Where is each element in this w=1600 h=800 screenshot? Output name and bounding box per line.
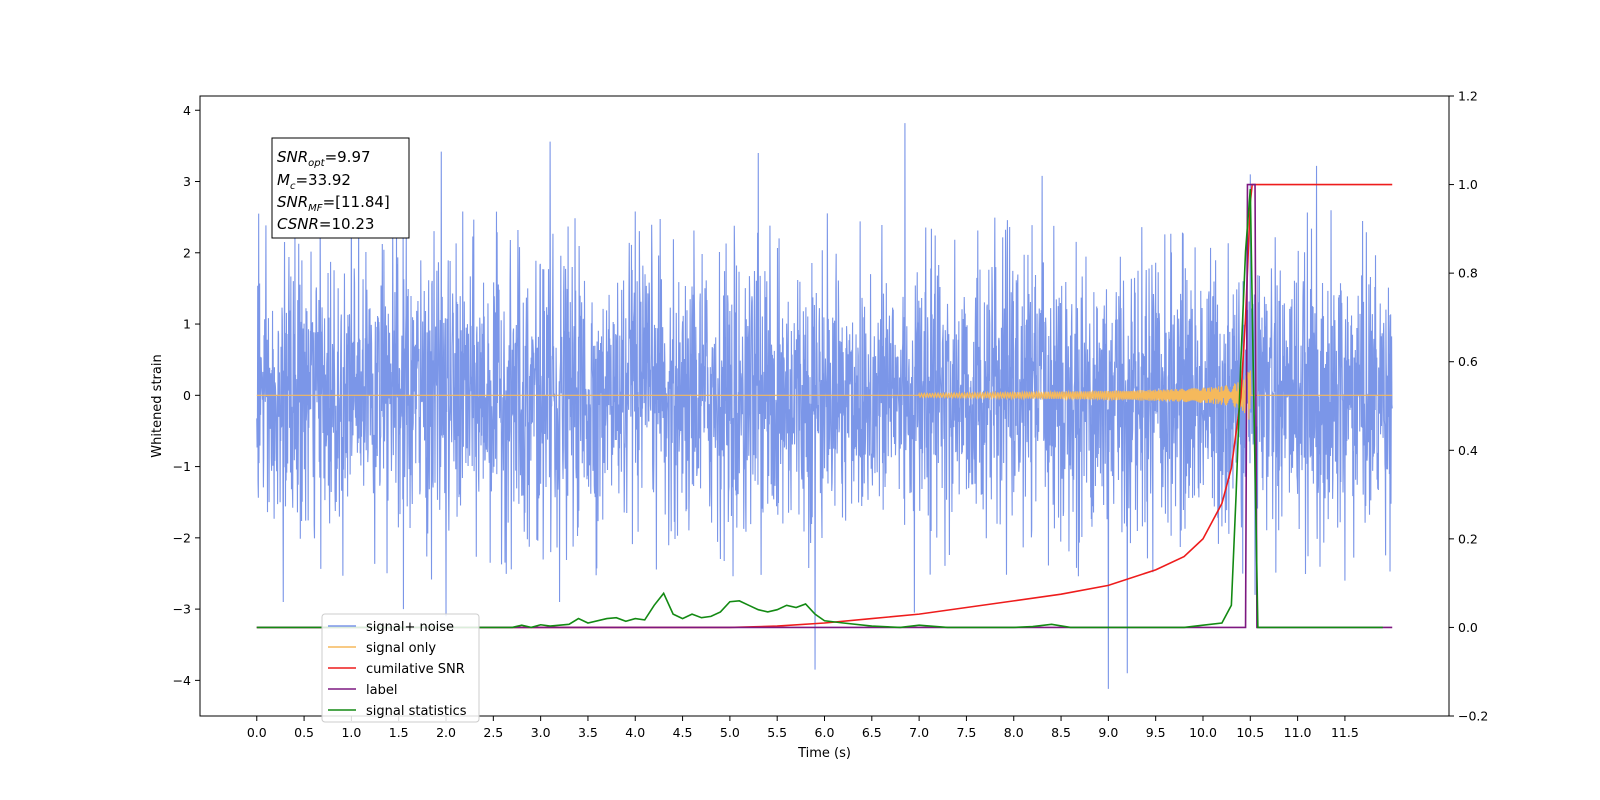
signal-statistics-line — [256, 188, 1383, 629]
y2-tick-label: 0.8 — [1458, 266, 1478, 281]
y-tick-label: 0 — [183, 388, 191, 403]
legend-item-cumilative-snr: cumilative SNR — [328, 662, 465, 677]
x-tick-label: 11.0 — [1284, 725, 1312, 740]
series-signal-noise — [256, 123, 1393, 689]
x-tick-label: 7.5 — [956, 725, 976, 740]
legend: signal+ noise signal only cumilative SNR… — [321, 613, 480, 723]
stats-line-csnr: CSNR=10.23 — [277, 215, 374, 233]
y-tick-label: −1 — [173, 459, 191, 474]
svg-text:signal statistics: signal statistics — [366, 704, 467, 719]
y-tick-label: −2 — [173, 530, 191, 545]
x-axis-label: Time (s) — [797, 746, 851, 761]
signal-only-line — [256, 370, 1393, 420]
x-tick-label: 7.0 — [909, 725, 929, 740]
y2-tick-label: 0.2 — [1458, 531, 1478, 546]
x-tick-label: 1.5 — [389, 725, 409, 740]
x-tick-label: 4.0 — [625, 725, 645, 740]
legend-item-signal-statistics: signal statistics — [328, 704, 467, 719]
series-signal-statistics — [256, 188, 1383, 629]
legend-item-label: label — [328, 683, 397, 698]
x-tick-label: 3.0 — [531, 725, 551, 740]
x-tick-label: 6.5 — [862, 725, 882, 740]
y-axis-label: Whitened strain — [150, 354, 165, 457]
x-tick-label: 10.5 — [1236, 725, 1264, 740]
stats-line-snr-opt: SNRopt=9.97 — [277, 148, 371, 169]
svg-text:cumilative SNR: cumilative SNR — [366, 662, 465, 677]
x-tick-label: 5.5 — [767, 725, 787, 740]
series-signal-only — [256, 370, 1393, 420]
svg-text:signal+ noise: signal+ noise — [366, 620, 454, 635]
x-tick-label: 8.0 — [1004, 725, 1024, 740]
y-tick-label: −4 — [173, 673, 191, 688]
x-tick-label: 1.0 — [341, 725, 361, 740]
signal-noise-line — [256, 123, 1393, 689]
y-tick-label: 2 — [183, 245, 191, 260]
x-tick-label: 10.0 — [1189, 725, 1217, 740]
stats-line-mc: Mc=33.92 — [277, 171, 351, 192]
x-tick-label: 3.5 — [578, 725, 598, 740]
x-tick-label: 2.5 — [483, 725, 503, 740]
y2-tick-label: 0.4 — [1458, 443, 1478, 458]
y2-tick-label: −0.2 — [1458, 709, 1488, 724]
right-y-axis-ticks: −0.2 0.0 0.2 0.4 0.6 0.8 1.0 1.2 — [1449, 89, 1488, 724]
svg-text:label: label — [366, 683, 397, 698]
stats-box: SNRopt=9.97 Mc=33.92 SNRMF=[11.84] CSNR=… — [271, 137, 410, 239]
x-tick-label: 4.5 — [673, 725, 693, 740]
legend-item-signal-noise: signal+ noise — [328, 620, 454, 635]
y-tick-label: 3 — [183, 174, 191, 189]
x-tick-label: 5.0 — [720, 725, 740, 740]
y2-tick-label: 1.2 — [1458, 89, 1478, 104]
x-tick-label: 0.5 — [294, 725, 314, 740]
x-tick-label: 0.0 — [247, 725, 267, 740]
y2-tick-label: 1.0 — [1458, 177, 1478, 192]
stats-line-snr-mf: SNRMF=[11.84] — [277, 193, 390, 214]
x-axis-ticks: 0.0 0.5 1.0 1.5 2.0 2.5 3.0 3.5 4.0 4.5 5.0 5.5 6.0 6… — [247, 716, 1359, 740]
svg-text:signal only: signal only — [366, 641, 436, 656]
x-tick-label: 11.5 — [1331, 725, 1359, 740]
x-tick-label: 9.5 — [1146, 725, 1166, 740]
x-tick-label: 6.0 — [815, 725, 835, 740]
x-tick-label: 2.0 — [436, 725, 456, 740]
y2-tick-label: 0.0 — [1458, 620, 1478, 635]
y-tick-label: 1 — [183, 317, 191, 332]
y-tick-label: −3 — [173, 602, 191, 617]
y-axis-ticks: −4 −3 −2 −1 0 1 2 3 4 — [173, 103, 200, 688]
legend-item-signal-only: signal only — [328, 641, 436, 656]
y-tick-label: 4 — [183, 103, 191, 118]
y2-tick-label: 0.6 — [1458, 354, 1478, 369]
x-tick-label: 9.0 — [1098, 725, 1118, 740]
x-tick-label: 8.5 — [1051, 725, 1071, 740]
